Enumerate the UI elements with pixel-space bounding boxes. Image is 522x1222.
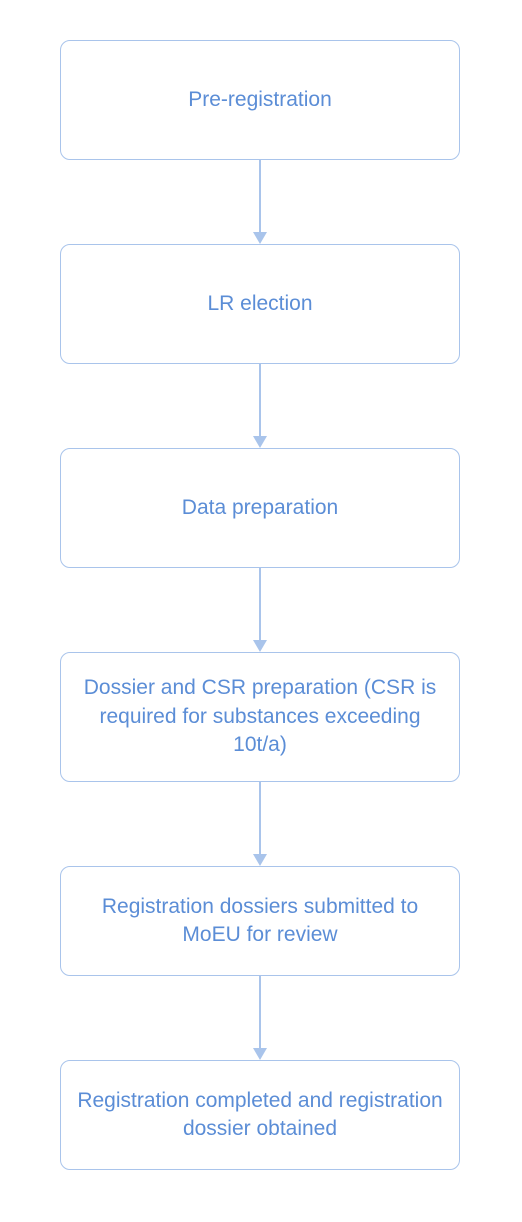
flowchart-node: Registration dossiers submitted to MoEU … <box>60 866 460 976</box>
flowchart-node: Dossier and CSR preparation (CSR is requ… <box>60 652 460 782</box>
arrow-head-icon <box>253 640 267 652</box>
arrow-head-icon <box>253 232 267 244</box>
flowchart-node: LR election <box>60 244 460 364</box>
flowchart-node: Registration completed and registration … <box>60 1060 460 1170</box>
flowchart-node: Pre-registration <box>60 40 460 160</box>
flowchart-arrow <box>259 568 261 640</box>
flowchart-node-label: Pre-registration <box>188 86 332 114</box>
flowchart-arrow <box>259 364 261 436</box>
flowchart-node-label: Dossier and CSR preparation (CSR is requ… <box>77 674 443 759</box>
arrow-head-icon <box>253 436 267 448</box>
arrow-head-icon <box>253 854 267 866</box>
flowchart-arrow <box>259 782 261 854</box>
registration-flowchart: Pre-registration LR election Data preparat… <box>0 0 522 1222</box>
flowchart-arrow <box>259 160 261 232</box>
flowchart-node-label: Data preparation <box>182 494 338 522</box>
arrow-head-icon <box>253 1048 267 1060</box>
flowchart-node: Data preparation <box>60 448 460 568</box>
flowchart-node-label: Registration completed and registration … <box>77 1087 443 1144</box>
flowchart-node-label: Registration dossiers submitted to MoEU … <box>77 893 443 950</box>
flowchart-node-label: LR election <box>207 290 312 318</box>
flowchart-arrow <box>259 976 261 1048</box>
